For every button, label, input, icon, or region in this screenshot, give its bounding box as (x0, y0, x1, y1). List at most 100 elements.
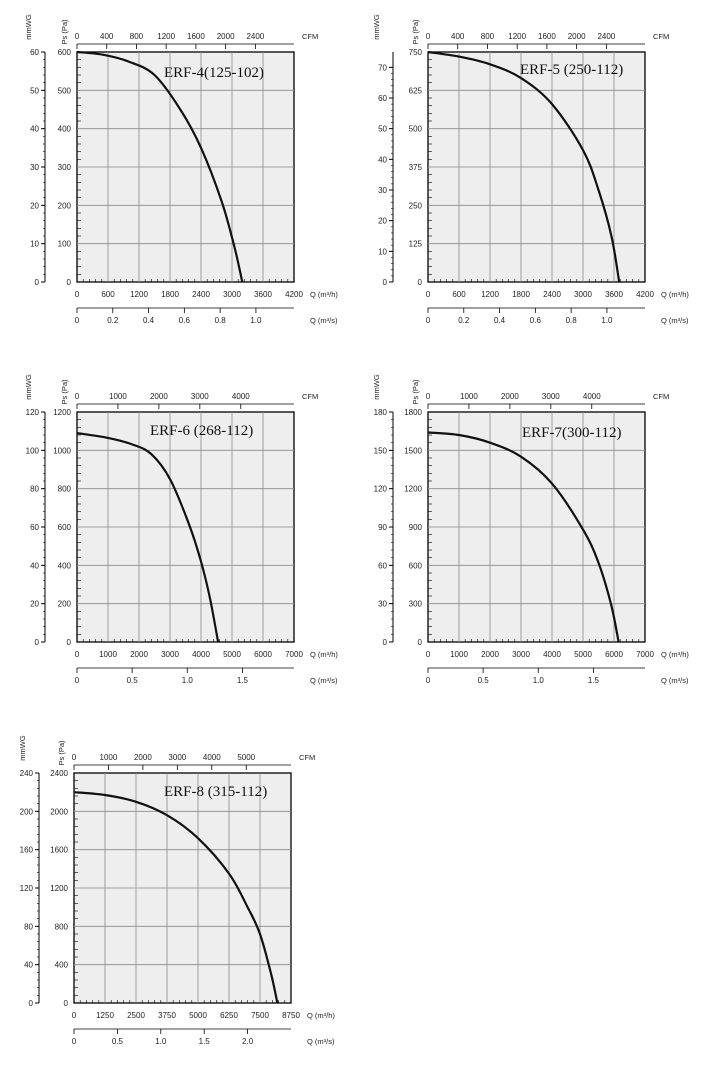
y-tick-label-pa: 1200 (404, 485, 422, 494)
x-tick-label-m3h: 3000 (161, 650, 179, 659)
y-tick-label-mmwg: 0 (35, 278, 40, 287)
y-tick-label-pa: 600 (58, 523, 72, 532)
x-tick-label-m3h: 7500 (251, 1011, 269, 1020)
x-tick-label-m3s: 1.5 (237, 676, 249, 685)
x-tick-label-m3s: 0 (75, 316, 80, 325)
y-tick-label-mmwg: 60 (30, 48, 39, 57)
cfm-tick-label: 0 (426, 392, 431, 401)
y-tick-label-mmwg: 40 (378, 155, 387, 164)
x-tick-label-m3h: 600 (101, 290, 115, 299)
cfm-tick-label: 400 (100, 32, 114, 41)
chart-title: ERF-7(300-112) (522, 425, 621, 441)
y-tick-label-mmwg: 120 (374, 485, 388, 494)
x-tick-label-m3h: 2400 (192, 290, 210, 299)
x-tick-label-m3h: 2000 (130, 650, 148, 659)
y-tick-label-mmwg: 10 (30, 240, 39, 249)
cfm-tick-label: 1000 (100, 753, 118, 762)
performance-curve (76, 432, 220, 643)
x-tick-label-m3h: 3000 (223, 290, 241, 299)
x-tick-label-m3s: 0.8 (215, 316, 227, 325)
y-tick-label-mmwg: 0 (383, 278, 388, 287)
y-tick-label-mmwg: 20 (30, 600, 39, 609)
chart-panel-1: 0 100 200 300 400 500 600 Ps (Pa) 0 10 20 30 40 50 60 m… (24, 14, 338, 325)
performance-curve (73, 791, 279, 1004)
cfm-tick-label: 1000 (460, 392, 478, 401)
y-tick-label-pa: 300 (58, 163, 72, 172)
x-tick-label-m3h: 0 (426, 290, 431, 299)
cfm-tick-label: 5000 (237, 753, 255, 762)
x-tick-label-m3s: 1.0 (533, 676, 545, 685)
cfm-tick-label: 1200 (157, 32, 175, 41)
y-axis-label-pa: Ps (Pa) (60, 379, 69, 405)
y-tick-label-mmwg: 150 (374, 446, 388, 455)
x-tick-label-m3s: 0 (426, 676, 431, 685)
y-tick-label-pa: 1500 (404, 446, 422, 455)
x-tick-label-m3h: 7000 (636, 650, 654, 659)
cfm-tick-label: 1200 (508, 32, 526, 41)
x-tick-label-m3h: 3750 (158, 1011, 176, 1020)
y-tick-label-pa: 400 (55, 961, 69, 970)
x-tick-label-m3h: 4000 (543, 650, 561, 659)
x-tick-label-m3s: 0.5 (112, 1037, 124, 1046)
chart-title: ERF-5 (250-112) (520, 62, 623, 78)
x-axis-label-m3h: Q (m³/h) (310, 290, 338, 299)
x-tick-label-m3h: 1000 (450, 650, 468, 659)
x-tick-label-m3s: 0 (72, 1037, 77, 1046)
x-tick-label-m3s: 0.5 (478, 676, 490, 685)
performance-curve (76, 50, 244, 283)
x-axis-label-m3h: Q (m³/h) (310, 650, 338, 659)
x-tick-label-m3h: 0 (75, 290, 80, 299)
y-tick-label-pa: 400 (58, 561, 72, 570)
x-tick-label-m3h: 7000 (285, 650, 303, 659)
x-tick-label-m3h: 0 (72, 1011, 77, 1020)
x-tick-label-m3s: 0 (426, 316, 431, 325)
cfm-tick-label: 0 (75, 32, 80, 41)
x-axis-label-m3h: Q (m³/h) (661, 290, 689, 299)
y-tick-label-pa: 375 (409, 163, 423, 172)
x-tick-label-m3h: 600 (452, 290, 466, 299)
y-tick-label-pa: 1200 (53, 408, 71, 417)
y-tick-label-mmwg: 30 (378, 600, 387, 609)
y-axis-label-pa: Ps (Pa) (57, 740, 66, 766)
cfm-tick-label: 800 (481, 32, 495, 41)
y-tick-label-pa: 750 (409, 48, 423, 57)
x-tick-label-m3h: 0 (426, 650, 431, 659)
x-tick-label-m3s: 0.4 (494, 316, 506, 325)
y-tick-label-mmwg: 90 (378, 523, 387, 532)
y-axis-label-mmwg: mmWG (372, 374, 381, 400)
x-tick-label-m3h: 2500 (127, 1011, 145, 1020)
chart-title: ERF-8 (315-112) (164, 784, 267, 800)
cfm-tick-label: 2400 (597, 32, 615, 41)
y-tick-label-mmwg: 60 (378, 94, 387, 103)
y-tick-label-mmwg: 50 (378, 125, 387, 134)
x-tick-label-m3s: 0.6 (179, 316, 191, 325)
y-tick-label-pa: 1800 (404, 408, 422, 417)
y-tick-label-pa: 100 (58, 240, 72, 249)
y-tick-label-pa: 800 (55, 922, 69, 931)
x-tick-label-m3s: 1.0 (601, 316, 613, 325)
x-axis-label-m3h: Q (m³/h) (661, 650, 689, 659)
y-tick-label-pa: 250 (409, 201, 423, 210)
x-tick-label-m3s: 2.0 (242, 1037, 254, 1046)
x-axis-label-m3s: Q (m³/s) (307, 1037, 335, 1046)
x-tick-label-m3s: 1.5 (588, 676, 600, 685)
y-axis-label-pa: Ps (Pa) (411, 379, 420, 405)
y-tick-label-mmwg: 40 (24, 961, 33, 970)
cfm-tick-label: 2000 (150, 392, 168, 401)
y-tick-label-pa: 0 (67, 278, 72, 287)
performance-curve (427, 431, 620, 643)
x-tick-label-m3h: 1800 (512, 290, 530, 299)
y-tick-label-mmwg: 120 (20, 884, 34, 893)
x-tick-label-m3h: 4200 (285, 290, 303, 299)
y-tick-label-pa: 400 (58, 125, 72, 134)
y-axis-label-mmwg: mmWG (372, 14, 381, 40)
x-tick-label-m3h: 1800 (161, 290, 179, 299)
cfm-tick-label: 2000 (568, 32, 586, 41)
x-tick-label-m3h: 1200 (130, 290, 148, 299)
y-tick-label-mmwg: 180 (374, 408, 388, 417)
y-tick-label-pa: 1200 (50, 884, 68, 893)
cfm-tick-label: 2000 (501, 392, 519, 401)
cfm-tick-label: 0 (75, 392, 80, 401)
